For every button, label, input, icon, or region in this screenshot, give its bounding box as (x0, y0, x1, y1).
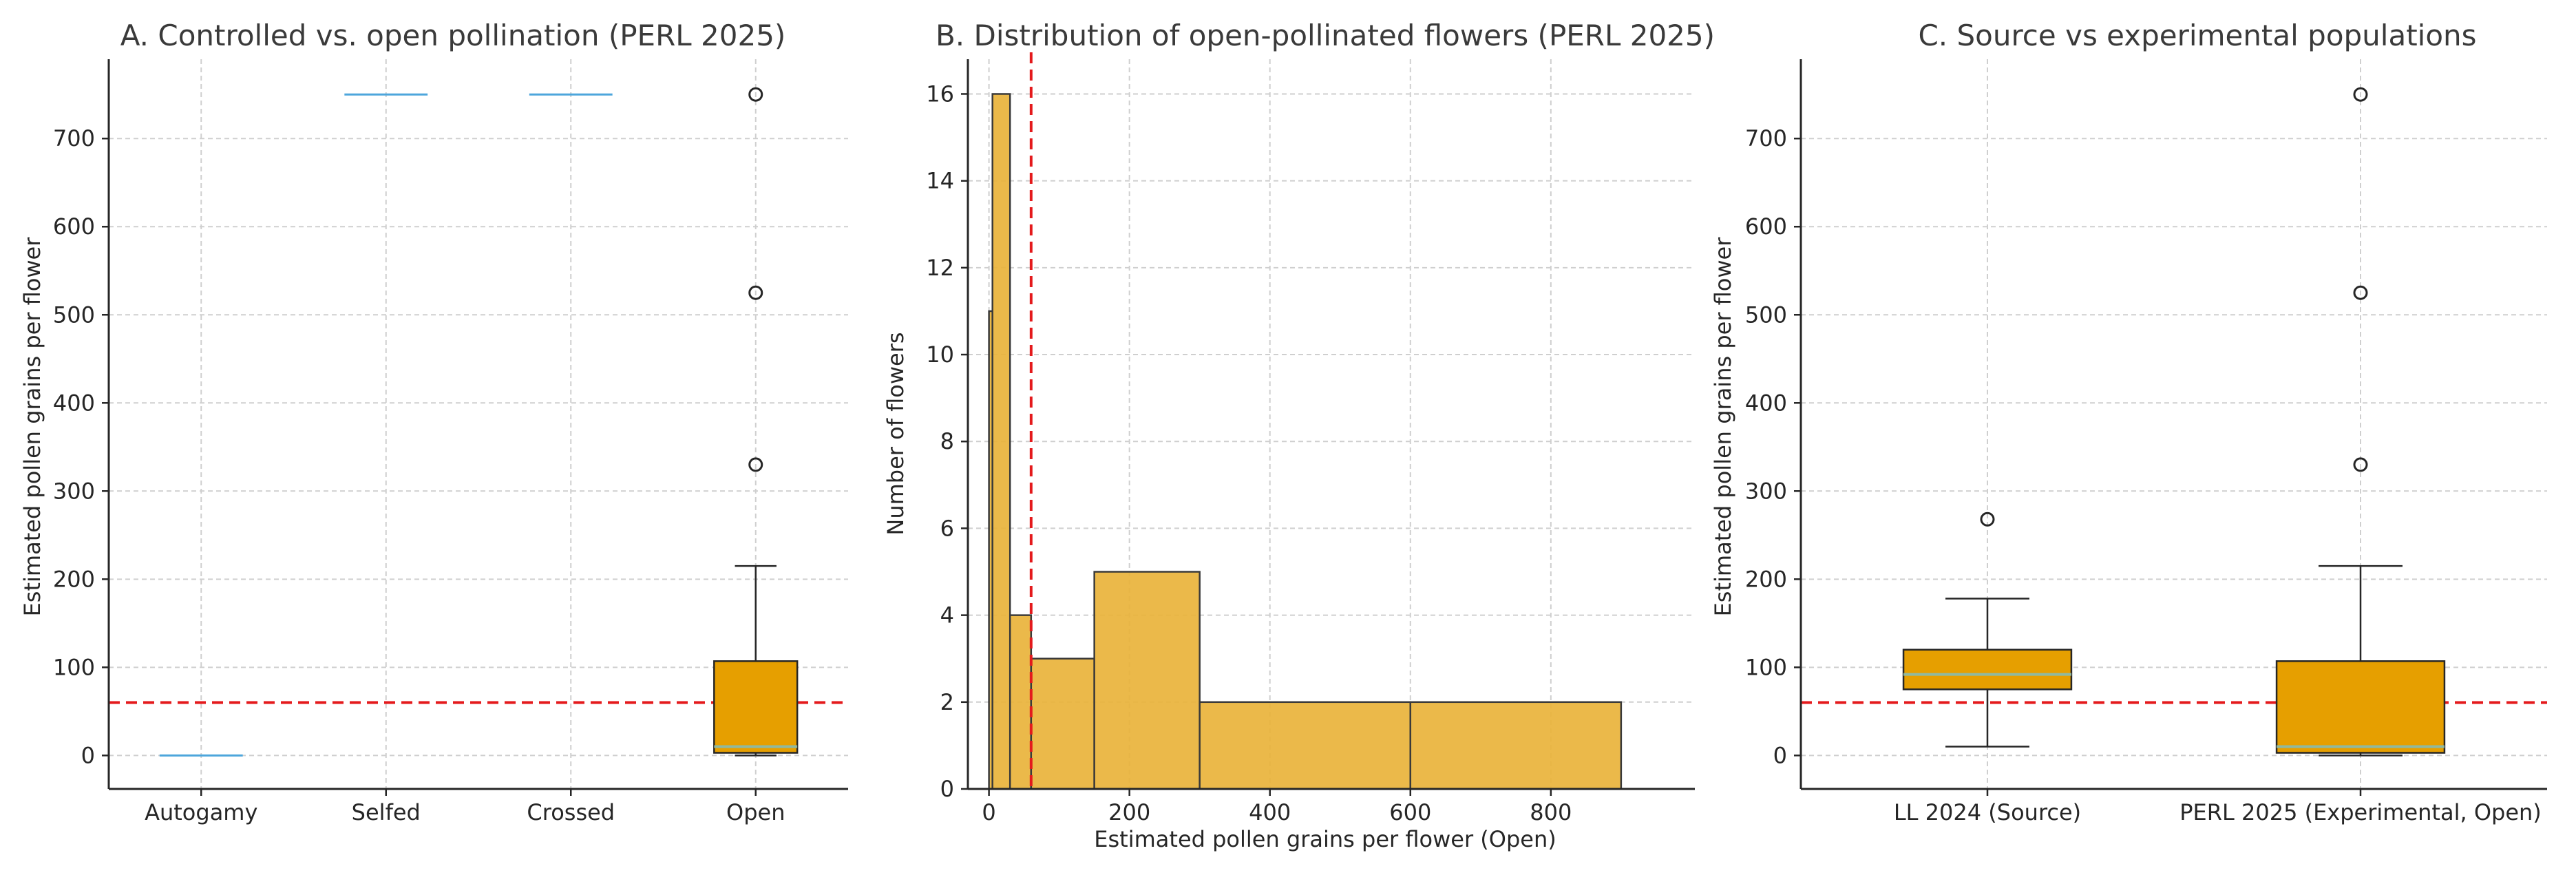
panel-a-ytick-label: 0 (81, 742, 95, 768)
panel-b-xtick-label: 800 (1530, 799, 1572, 825)
panel-a-title: A. Controlled vs. open pollination (PERL… (120, 19, 786, 52)
panel-a-axes-frame (107, 59, 848, 790)
panel-b-histogram-bar (991, 93, 1011, 790)
panel-a-outlier-point (748, 457, 763, 472)
panel-c-source-vs-experimental: C. Source vs experimental populations Es… (1710, 19, 2547, 825)
panel-c-x-ticks: LL 2024 (Source) PERL 2025 (Experimental,… (1894, 789, 2542, 825)
panel-b-ytick-label: 8 (940, 428, 954, 454)
panel-c-ytick-label: 300 (1745, 478, 1787, 504)
panel-c-outlier-point (1980, 512, 1995, 527)
panel-c-ytick-label: 100 (1745, 654, 1787, 680)
panel-c-ytick-label: 600 (1745, 213, 1787, 240)
panel-c-outlier-point (2353, 285, 2368, 300)
panel-b-ytick-label: 0 (940, 776, 954, 802)
panel-b-ytick-label: 16 (926, 81, 954, 107)
panel-a-ytick-label: 500 (53, 302, 95, 328)
panel-b-histogram-bar (1030, 657, 1095, 790)
panel-b-ytick-label: 4 (940, 602, 954, 629)
panel-c-box-1 (2275, 87, 2446, 757)
panel-c-ytick-label: 700 (1745, 125, 1787, 151)
panel-a-ytick-label: 100 (53, 654, 95, 680)
panel-a-xtick-label: Selfed (352, 799, 421, 825)
panel-a-y-ticks: 0 100 200 300 400 500 600 700 (53, 125, 109, 768)
panel-a-box-3 (713, 87, 799, 757)
panel-c-box-0 (1902, 512, 2073, 748)
panel-a-ytick-label: 700 (53, 125, 95, 151)
panel-c-outlier-point (2353, 457, 2368, 472)
panel-a-controlled-vs-open: A. Controlled vs. open pollination (PERL… (19, 19, 848, 825)
panel-c-xtick-label: LL 2024 (Source) (1894, 799, 2081, 825)
panel-a-xtick-label: Crossed (527, 799, 615, 825)
panel-c-ytick-label: 200 (1745, 566, 1787, 592)
panel-b-ytick-label: 12 (926, 255, 954, 281)
panel-a-outlier-point (748, 87, 763, 102)
panel-b-histogram-bars (988, 93, 1623, 790)
panel-c-y-axis-label: Estimated pollen grains per flower (1710, 237, 1736, 617)
panel-a-y-axis-label: Estimated pollen grains per flower (19, 237, 45, 617)
panel-a-ytick-label: 600 (53, 213, 95, 240)
panel-c-iqr-box (2275, 660, 2446, 754)
panel-c-ytick-label: 0 (1773, 742, 1787, 768)
panel-a-boxes (159, 87, 799, 757)
panel-a-x-ticks: Autogamy Selfed Crossed Open (145, 789, 785, 825)
panel-a-iqr-box (713, 660, 799, 754)
panel-b-xtick-label: 200 (1108, 799, 1150, 825)
panel-b-y-ticks: 0 2 4 6 8 10 12 14 16 (926, 81, 968, 802)
panel-c-y-ticks: 0 100 200 300 400 500 600 700 (1745, 125, 1801, 768)
panel-b-x-ticks: 0 200 400 600 800 (982, 789, 1572, 825)
panel-b-histogram-bar (1009, 614, 1033, 790)
panel-b-ytick-label: 2 (940, 689, 954, 715)
panel-a-ytick-label: 300 (53, 478, 95, 504)
panel-b-open-distribution: B. Distribution of open-pollinated flowe… (883, 19, 1715, 852)
panel-a-outlier-point (748, 285, 763, 300)
panel-c-axes-frame (1799, 59, 2547, 790)
panel-b-histogram-bar (1409, 701, 1623, 790)
panel-b-title: B. Distribution of open-pollinated flowe… (936, 19, 1715, 52)
panel-b-ytick-label: 14 (926, 168, 954, 194)
panel-b-xtick-label: 0 (982, 799, 995, 825)
panel-c-boxes (1902, 87, 2446, 757)
panel-c-ytick-label: 400 (1745, 390, 1787, 416)
panel-a-ytick-label: 200 (53, 566, 95, 592)
panel-c-xtick-label: PERL 2025 (Experimental, Open) (2179, 799, 2542, 825)
panel-c-outlier-point (2353, 87, 2368, 102)
panel-b-ytick-label: 10 (926, 341, 954, 368)
panel-c-title: C. Source vs experimental populations (1918, 19, 2476, 52)
panel-b-xtick-label: 400 (1249, 799, 1291, 825)
panel-a-xtick-label: Open (726, 799, 785, 825)
panel-b-axes-frame (967, 59, 1695, 790)
panel-b-xtick-label: 600 (1389, 799, 1431, 825)
panel-b-histogram-bar (1199, 701, 1412, 790)
panel-b-y-axis-label: Number of flowers (883, 332, 909, 535)
panel-a-ytick-label: 400 (53, 390, 95, 416)
panel-a-xtick-label: Autogamy (145, 799, 257, 825)
panel-b-x-axis-label: Estimated pollen grains per flower (Open… (1094, 826, 1556, 852)
panel-c-iqr-box (1902, 649, 2073, 690)
panel-b-ytick-label: 6 (940, 515, 954, 541)
panel-b-histogram-bar (1093, 571, 1201, 790)
panel-c-ytick-label: 500 (1745, 302, 1787, 328)
